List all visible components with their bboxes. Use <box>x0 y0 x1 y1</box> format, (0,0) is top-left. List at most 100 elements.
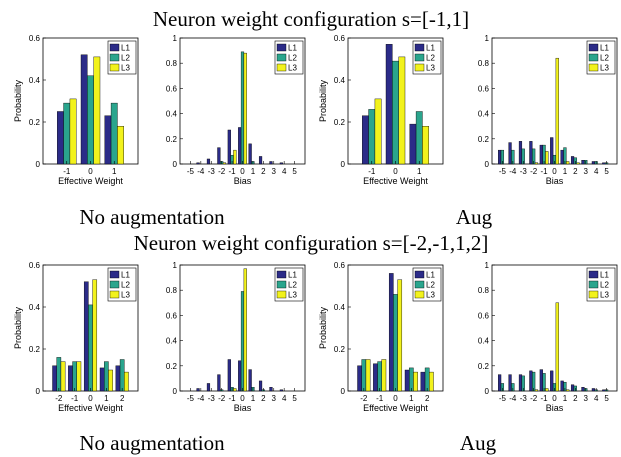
bar-L1--4 <box>196 388 200 392</box>
y-tick-label: 0 <box>485 387 490 396</box>
y-tick-label: 0.2 <box>478 135 490 144</box>
legend-swatch-L2 <box>588 280 599 289</box>
x-tick-label: 2 <box>425 394 430 403</box>
bar-L3-1 <box>108 369 113 392</box>
x-tick-label: -1 <box>541 167 549 176</box>
legend-swatch-L1 <box>276 43 287 52</box>
bar-L1-0 <box>388 273 394 392</box>
y-tick-label: 0.4 <box>166 110 178 119</box>
bar-L1-0 <box>238 127 242 165</box>
bar-L1-4 <box>279 162 283 165</box>
x-tick-label: 1 <box>104 394 109 403</box>
bar-L1-4 <box>279 389 283 392</box>
bar-L1--5 <box>498 374 502 392</box>
legend-label-L3: L3 <box>288 291 297 300</box>
y-tick-label: 0.2 <box>166 135 178 144</box>
legend-label-L3: L3 <box>600 291 609 300</box>
bar-L1-1 <box>404 369 410 392</box>
x-tick-label: 1 <box>112 167 117 176</box>
x-axis-label: Effective Weight <box>58 403 123 413</box>
bar-L2-2 <box>119 359 125 392</box>
x-axis-label: Effective Weight <box>363 403 428 413</box>
x-tick-label: 4 <box>282 167 287 176</box>
bar-L1-3 <box>269 387 273 392</box>
y-tick-label: 0 <box>173 387 178 396</box>
title-top: Neuron weight configuration s=[-1,1] <box>153 7 469 31</box>
x-tick-label: 5 <box>292 394 297 403</box>
y-axis-label: Probability <box>318 306 328 349</box>
bar-L3-2 <box>124 371 129 392</box>
x-tick-label: 2 <box>573 167 578 176</box>
y-tick-label: 0.6 <box>166 84 178 93</box>
bar-L1-2 <box>570 156 575 165</box>
x-tick-label: -1 <box>368 167 376 176</box>
legend-swatch-L1 <box>588 270 599 279</box>
x-axis-label: Bias <box>234 176 252 186</box>
x-axis-label: Effective Weight <box>58 176 123 186</box>
caption-bottom-left: No augmentation <box>79 431 225 455</box>
legend-swatch-L3 <box>588 290 599 299</box>
bar-L1--3 <box>206 158 211 165</box>
x-tick-label: -3 <box>520 167 528 176</box>
bar-L1--1 <box>539 369 543 392</box>
bar-L1-1 <box>248 143 252 165</box>
bar-L1--1 <box>373 363 378 392</box>
bar-L3-2 <box>576 162 580 165</box>
x-tick-label: -5 <box>499 394 507 403</box>
legend-label-L1: L1 <box>600 44 609 53</box>
bar-L1--3 <box>518 374 523 392</box>
bar-L2-1 <box>415 111 423 165</box>
x-tick-label: -5 <box>187 167 195 176</box>
x-tick-label: 4 <box>594 394 599 403</box>
y-tick-label: 0.6 <box>166 311 178 320</box>
legend-label-L2: L2 <box>121 281 130 290</box>
x-tick-label: 0 <box>88 167 93 176</box>
legend-label-L2: L2 <box>426 281 435 290</box>
x-tick-label: -4 <box>197 167 205 176</box>
legend-swatch-L3 <box>414 290 425 299</box>
x-tick-label: -5 <box>187 394 195 403</box>
x-tick-label: 4 <box>594 167 599 176</box>
y-tick-label: 0.8 <box>478 59 490 68</box>
bar-L1--2 <box>217 374 221 392</box>
y-axis-label: Probability <box>13 306 23 349</box>
y-tick-label: 0 <box>485 160 490 169</box>
legend-swatch-L2 <box>109 280 120 289</box>
bar-L2--2 <box>361 359 367 392</box>
y-tick-label: 1 <box>485 261 490 270</box>
bar-L3-0 <box>92 279 98 392</box>
legend-swatch-L3 <box>109 63 120 72</box>
bar-L3-1 <box>422 125 429 165</box>
legend-swatch-L2 <box>414 53 425 62</box>
legend-label-L2: L2 <box>288 281 297 290</box>
y-tick-label: 0.4 <box>334 76 346 85</box>
bar-L1-2 <box>258 156 263 165</box>
x-tick-label: -3 <box>520 394 528 403</box>
legend-label-L2: L2 <box>426 54 435 63</box>
legend-label-L3: L3 <box>288 64 297 73</box>
y-tick-label: 0.2 <box>29 345 41 354</box>
x-tick-label: 1 <box>251 167 256 176</box>
y-axis-label: Probability <box>318 79 328 122</box>
x-tick-label: 1 <box>417 167 422 176</box>
y-tick-label: 0 <box>173 160 178 169</box>
legend-label-L1: L1 <box>600 271 609 280</box>
bar-L3-0 <box>397 279 403 392</box>
x-tick-label: -2 <box>360 394 368 403</box>
x-tick-label: 2 <box>573 394 578 403</box>
x-tick-label: 0 <box>393 167 398 176</box>
bar-L3-0 <box>555 57 559 165</box>
y-tick-label: 0.8 <box>166 286 178 295</box>
legend-label-L1: L1 <box>426 44 435 53</box>
x-tick-label: 2 <box>120 394 125 403</box>
bar-L3-2 <box>429 371 434 392</box>
x-tick-label: -2 <box>218 394 226 403</box>
x-tick-label: -4 <box>509 167 517 176</box>
